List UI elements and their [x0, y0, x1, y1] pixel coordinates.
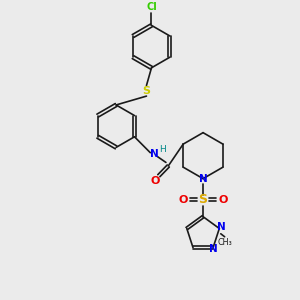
Text: N: N	[150, 149, 159, 159]
Text: S: S	[142, 86, 151, 96]
Text: O: O	[150, 176, 159, 186]
Text: S: S	[199, 194, 208, 206]
Text: Cl: Cl	[146, 2, 157, 12]
Text: N: N	[217, 222, 226, 232]
Text: H: H	[159, 145, 166, 154]
Text: N: N	[199, 174, 207, 184]
Text: O: O	[218, 195, 227, 205]
Text: CH₃: CH₃	[217, 238, 232, 247]
Text: O: O	[178, 195, 188, 205]
Text: N: N	[209, 244, 218, 254]
